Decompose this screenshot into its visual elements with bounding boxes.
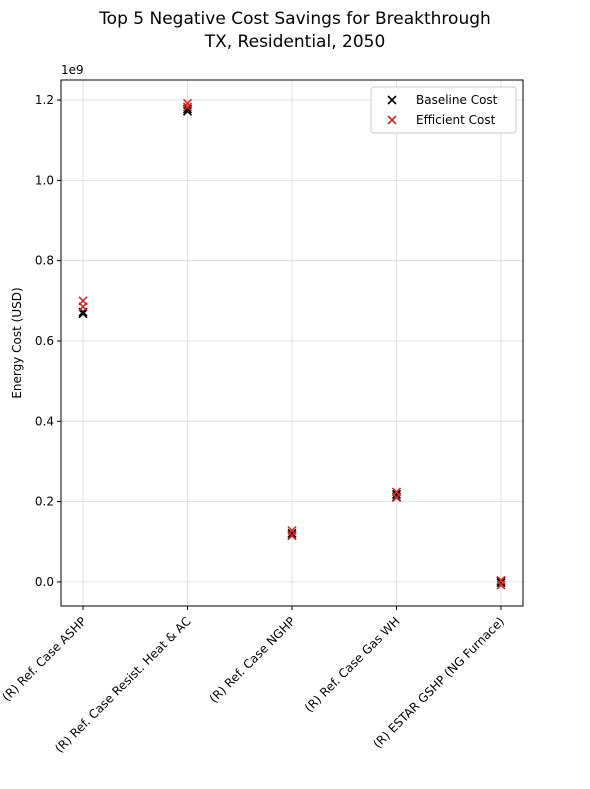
y-tick-label: 0.2 (35, 495, 54, 509)
y-tick-label: 0.0 (35, 575, 54, 589)
efficient-cost-marker (182, 102, 193, 112)
y-axis-label: Energy Cost (USD) (10, 287, 24, 398)
legend-box (370, 86, 517, 134)
efficient-cost-marker (391, 493, 402, 503)
grid (61, 80, 523, 606)
baseline-cost-marker (391, 489, 402, 499)
efficient-cost-marker (182, 98, 193, 108)
legend-efficient-marker (387, 115, 397, 125)
legend-label: Baseline Cost (416, 93, 498, 107)
y-tick-label: 0.4 (35, 414, 54, 428)
legend-label: Efficient Cost (416, 113, 496, 127)
x-tick-label: (R) Ref. Case ASHP (0, 614, 89, 704)
y-tick-label: 0.6 (35, 334, 54, 348)
y-axis: 0.0 0.2 0.4 0.6 0.8 1.0 1.2 (35, 93, 61, 589)
y-tick-label: 1.0 (35, 173, 54, 187)
y-tick-label: 0.8 (35, 254, 54, 268)
chart-title-line1: Top 5 Negative Cost Savings for Breakthr… (98, 9, 491, 29)
efficient-cost-marker (496, 580, 506, 590)
baseline-cost-marker (78, 309, 88, 319)
efficient-cost-marker (78, 302, 88, 312)
legend: Baseline Cost Efficient Cost (370, 86, 517, 134)
x-axis: (R) Ref. Case ASHP(R) Ref. Case Resist. … (0, 606, 507, 756)
y-axis-offset-label: 1e9 (61, 63, 84, 77)
baseline-cost-marker (496, 578, 506, 588)
x-tick-label: (R) Ref. Case NGHP (207, 614, 299, 706)
y-tick-label: 1.2 (35, 93, 54, 107)
baseline-cost-marker (287, 528, 297, 538)
data-markers (78, 98, 506, 590)
efficient-cost-marker (287, 531, 297, 541)
x-tick-label: (R) Ref. Case Gas WH (302, 614, 403, 715)
legend-baseline-marker (387, 95, 397, 105)
chart-title-line2: TX, Residential, 2050 (204, 32, 386, 52)
